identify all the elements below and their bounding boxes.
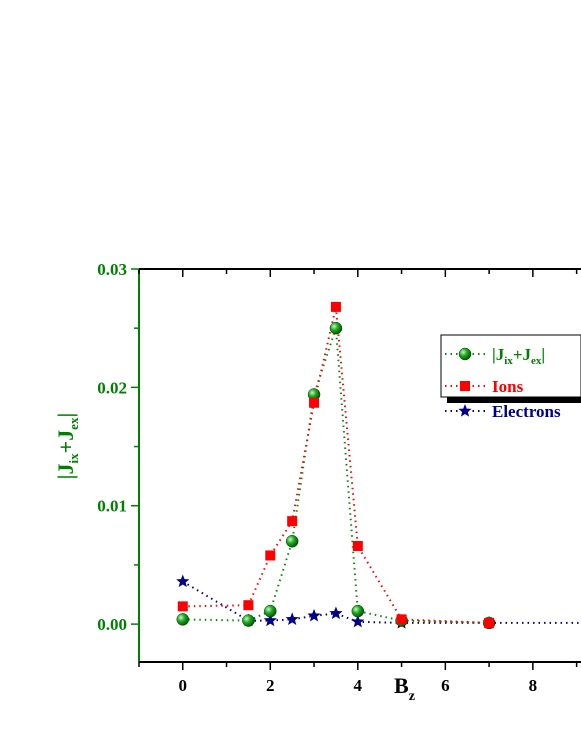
x-tick-label: 6 [441,676,450,695]
data-point-total [329,321,343,335]
data-point-electrons [329,606,343,620]
legend-label-electrons: Electrons [492,402,561,421]
data-point-ions [352,540,363,551]
legend-marker-ions [460,381,470,391]
x-tick-label: 0 [179,676,188,695]
y-tick-label: 0.01 [97,497,127,516]
data-point-ions [177,601,188,612]
data-point-ions [243,600,254,611]
data-point-ions [265,550,276,561]
data-point-total [351,604,365,618]
data-point-electrons [285,612,299,626]
series-layer [176,301,581,630]
x-tick-label: 2 [266,676,275,695]
x-axis-title: Bz [394,673,415,704]
data-point-ions [396,614,407,625]
x-tick-label: 4 [354,676,363,695]
y-tick-label: 0.03 [97,260,127,279]
legend-label-ions: Ions [492,377,524,396]
data-point-total [242,614,255,627]
legend-label-total: |Jix+Jex| [492,345,545,367]
x-tick-label: 8 [529,676,538,695]
y-tick-label: 0.02 [97,378,127,397]
data-point-electrons [351,614,365,628]
series-line-electrons [182,580,581,624]
data-point-ions [287,516,298,527]
data-point-total [176,613,190,626]
legend-marker-total [458,347,472,361]
data-point-electrons [176,574,190,588]
data-point-total [285,535,299,548]
data-point-ions [330,301,341,312]
series-line-total [182,327,490,624]
y-tick-label: 0.00 [97,615,127,634]
data-point-ions [309,397,320,408]
data-point-ions [484,617,495,628]
axes-layer: 0 2 4 6 8 0.00 0.01 0.02 0.03 [97,260,581,695]
data-point-electrons [263,613,277,627]
legend-marker-electrons [458,404,472,417]
data-point-electrons [307,608,321,622]
data-point-total [264,604,277,618]
legend: |Jix+Jex| Ions Electrons [440,334,581,421]
y-axis-title: |Jix+Jex| [53,413,81,480]
